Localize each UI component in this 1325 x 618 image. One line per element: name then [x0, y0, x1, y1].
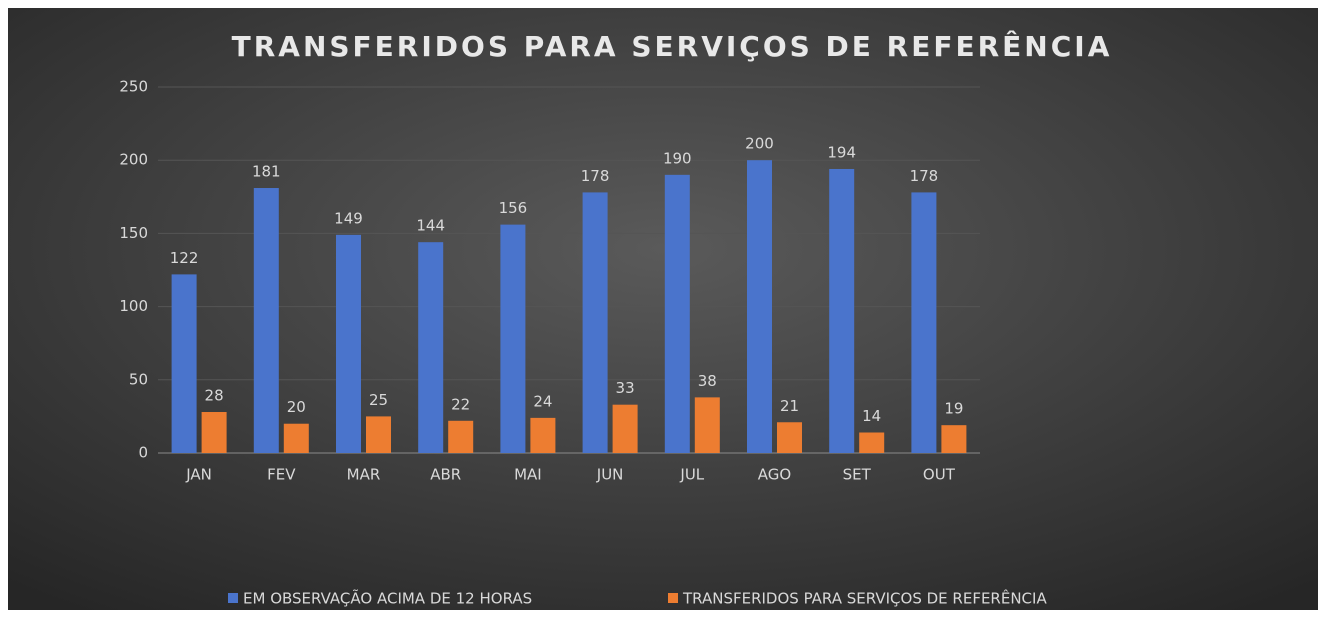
bar — [829, 168, 855, 453]
bar — [366, 416, 391, 453]
x-tick-label: FEV — [267, 466, 296, 484]
data-label: 149 — [334, 209, 363, 227]
bar — [941, 425, 967, 453]
bar — [747, 160, 772, 453]
bar — [859, 432, 885, 453]
data-label: 156 — [499, 199, 528, 217]
data-label: 22 — [451, 395, 470, 413]
x-tick-label: AGO — [758, 466, 791, 484]
x-tick-label: JAN — [185, 466, 212, 484]
data-label: 33 — [616, 379, 635, 397]
data-label: 181 — [252, 163, 281, 181]
y-tick-label: 0 — [138, 444, 148, 462]
bar — [777, 422, 802, 453]
bar — [283, 423, 309, 453]
legend-swatch — [228, 593, 238, 603]
bar — [336, 234, 361, 453]
data-label: 178 — [581, 167, 610, 185]
x-tick-label: JUL — [679, 466, 704, 484]
bar — [582, 192, 608, 453]
data-label: 14 — [862, 407, 881, 425]
y-tick-label: 50 — [129, 370, 148, 388]
data-label: 144 — [416, 217, 445, 235]
data-label: 178 — [910, 167, 939, 185]
data-label: 194 — [827, 143, 856, 161]
data-label: 122 — [170, 249, 199, 267]
data-label: 24 — [533, 392, 552, 410]
data-label: 21 — [780, 397, 799, 415]
y-tick-label: 250 — [119, 78, 148, 96]
chart-background — [8, 8, 1318, 610]
chart-title: TRANSFERIDOS PARA SERVIÇOS DE REFERÊNCIA — [232, 29, 1113, 63]
data-label: 200 — [745, 135, 774, 153]
data-label: 25 — [369, 391, 388, 409]
y-tick-label: 200 — [119, 151, 148, 169]
data-label: 28 — [205, 387, 224, 405]
bar — [448, 420, 474, 453]
legend-label: EM OBSERVAÇÃO ACIMA DE 12 HORAS — [243, 589, 532, 608]
bar — [253, 188, 279, 454]
x-tick-label: ABR — [430, 466, 461, 484]
data-label: 19 — [944, 400, 963, 418]
bar — [201, 412, 227, 453]
bar — [418, 242, 444, 453]
x-tick-label: MAI — [514, 466, 542, 484]
x-tick-label: MAR — [347, 466, 381, 484]
bar — [530, 417, 556, 453]
data-label: 38 — [698, 372, 717, 390]
bar — [664, 174, 690, 453]
bar — [612, 404, 638, 453]
x-tick-label: JUN — [596, 466, 624, 484]
data-label: 190 — [663, 149, 692, 167]
x-tick-label: SET — [843, 466, 872, 484]
y-tick-label: 150 — [119, 224, 148, 242]
legend-label: TRANSFERIDOS PARA SERVIÇOS DE REFERÊNCIA — [682, 589, 1047, 608]
bar — [911, 192, 937, 453]
bar — [171, 274, 197, 453]
legend-swatch — [668, 593, 678, 603]
data-label: 20 — [287, 398, 306, 416]
y-tick-label: 100 — [119, 297, 148, 315]
bar — [694, 397, 720, 453]
bar — [500, 224, 526, 453]
x-tick-label: OUT — [923, 466, 956, 484]
